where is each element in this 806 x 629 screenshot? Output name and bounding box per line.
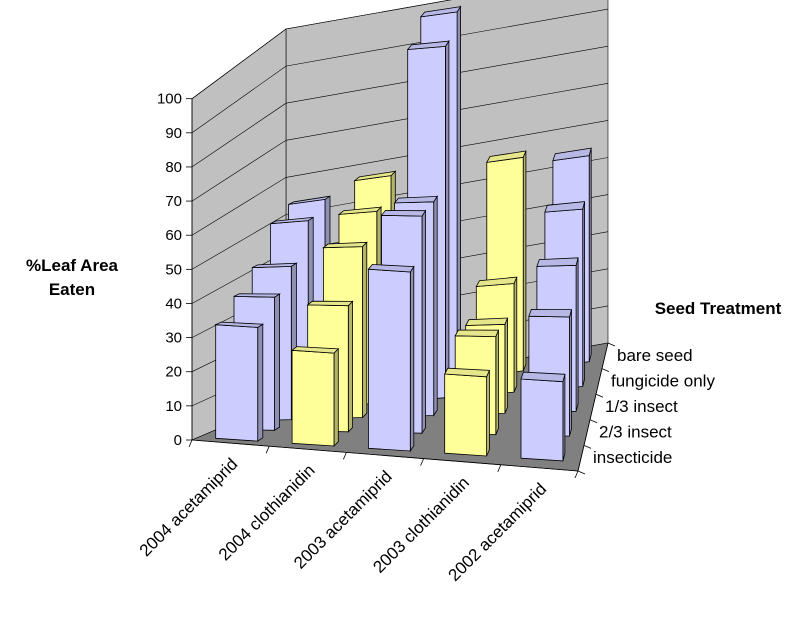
bar-top bbox=[353, 170, 397, 182]
gridline bbox=[191, 0, 452, 99]
y-tick-label: 80 bbox=[165, 159, 182, 176]
x-tick-mark bbox=[343, 452, 347, 460]
bar-top bbox=[536, 257, 579, 267]
series-label: bare seed bbox=[617, 346, 693, 365]
bar-front bbox=[215, 324, 259, 442]
bar-front bbox=[367, 268, 411, 452]
bar-top bbox=[380, 210, 427, 217]
bar-top bbox=[486, 150, 527, 163]
y-tick-label: 60 bbox=[165, 227, 182, 244]
bar-top bbox=[233, 293, 281, 298]
bar-top bbox=[528, 308, 573, 318]
bar-side bbox=[274, 293, 281, 432]
bar-top bbox=[306, 300, 354, 307]
bars bbox=[214, 5, 592, 462]
bar-top bbox=[291, 346, 340, 354]
z-tick-mark bbox=[577, 470, 586, 475]
series-label: 1/3 insect bbox=[605, 397, 678, 416]
x-tick-mark bbox=[265, 446, 270, 454]
bar bbox=[444, 367, 490, 457]
y-tick-label: 40 bbox=[165, 295, 182, 312]
y-tick-label: 90 bbox=[165, 125, 182, 142]
bar-top bbox=[406, 40, 450, 50]
bar-side bbox=[433, 195, 438, 417]
bar-side bbox=[456, 5, 462, 382]
bar-top bbox=[552, 147, 592, 162]
y-tick-label: 10 bbox=[165, 398, 182, 415]
z-axis-line bbox=[577, 342, 609, 472]
bar-top bbox=[270, 217, 314, 225]
bar-top bbox=[337, 206, 383, 215]
bar-front bbox=[291, 349, 335, 447]
series-label: insecticide bbox=[593, 448, 672, 467]
bar-front bbox=[520, 378, 564, 462]
bar-side bbox=[257, 323, 264, 442]
bar-top bbox=[465, 317, 509, 326]
bar bbox=[520, 371, 566, 462]
series-label: 2/3 insect bbox=[599, 423, 672, 442]
x-tick-mark bbox=[574, 470, 579, 479]
x-tick-mark bbox=[497, 464, 502, 472]
z-tick-mark bbox=[583, 445, 592, 449]
bar-side bbox=[409, 265, 415, 453]
y-tick-label: 70 bbox=[165, 193, 182, 210]
series-labels: insecticide 2/3 insect 1/3 insect fungicide… bbox=[593, 346, 715, 467]
bar-top bbox=[252, 262, 298, 268]
gridline bbox=[191, 83, 609, 202]
bar-top bbox=[393, 195, 438, 204]
bar-side bbox=[486, 370, 490, 457]
bar bbox=[367, 264, 415, 453]
z-tick-mark bbox=[607, 342, 616, 347]
z-tick-mark bbox=[589, 419, 598, 424]
gridline bbox=[191, 120, 609, 236]
y-tick-label: 50 bbox=[165, 261, 182, 278]
bar-top bbox=[367, 264, 415, 273]
bar bbox=[291, 346, 340, 447]
x-tick-mark bbox=[420, 458, 424, 466]
bar-side bbox=[347, 300, 354, 433]
bar-top bbox=[419, 6, 462, 18]
y-tick-label: 0 bbox=[174, 432, 182, 449]
axes bbox=[186, 98, 616, 479]
z-tick-mark bbox=[595, 393, 604, 398]
y-tick-labels: 0 10 20 30 40 50 60 70 80 90 100 bbox=[157, 91, 182, 449]
gridline bbox=[191, 8, 609, 134]
bar-top bbox=[544, 201, 586, 213]
z-tick-mark bbox=[601, 368, 610, 372]
bar-top bbox=[288, 195, 331, 205]
x-axis-line bbox=[191, 439, 579, 472]
bar-top bbox=[322, 241, 368, 249]
bar-side bbox=[504, 317, 509, 414]
bar-side bbox=[522, 150, 527, 371]
y-tick-label: 100 bbox=[157, 91, 182, 108]
bar-side bbox=[362, 241, 368, 419]
bar-top bbox=[520, 371, 566, 383]
bar-side bbox=[333, 347, 339, 447]
bar-side bbox=[421, 209, 426, 435]
gridline bbox=[191, 45, 609, 168]
depth-axis-title: Seed Treatment bbox=[655, 299, 782, 318]
y-tick-label: 20 bbox=[165, 364, 182, 381]
bar-side bbox=[444, 39, 450, 400]
series-label: fungicide only bbox=[611, 371, 715, 390]
x-tick-mark bbox=[188, 439, 193, 448]
bar-front bbox=[444, 373, 488, 457]
bar-side bbox=[495, 330, 499, 435]
bar bbox=[214, 321, 265, 442]
bar-top bbox=[214, 321, 265, 328]
bar-top bbox=[454, 329, 500, 338]
bar-side bbox=[513, 276, 518, 393]
y-axis-title-line1: %Leaf Area bbox=[26, 256, 119, 275]
bar-top bbox=[444, 367, 490, 378]
bar-top bbox=[475, 276, 518, 287]
y-axis-title-line2: Eaten bbox=[49, 280, 95, 299]
y-tick-label: 30 bbox=[165, 330, 182, 347]
